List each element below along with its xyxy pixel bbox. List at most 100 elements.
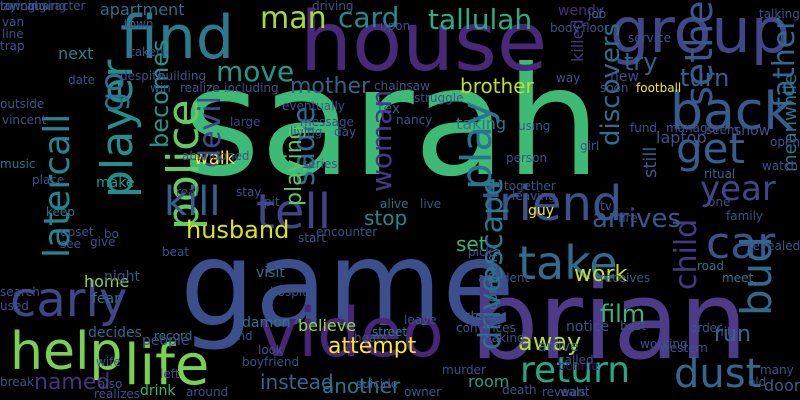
word-working: working <box>640 337 688 351</box>
word-together: together <box>504 179 556 193</box>
word-fire: fire <box>618 211 638 225</box>
word-mother: mother <box>290 74 371 99</box>
word-win: win <box>150 81 171 95</box>
word-notice: notice <box>566 319 610 335</box>
word-search: search <box>0 285 40 299</box>
word-tell: tell <box>256 184 332 240</box>
word-return: return <box>520 350 631 391</box>
word-brian: brian <box>470 259 748 384</box>
word-watch: watch <box>762 159 799 173</box>
word-see: see <box>60 237 82 251</box>
word-fund: fund <box>630 121 658 135</box>
word-game: game <box>180 215 515 353</box>
word-run: run <box>714 322 751 347</box>
word-best: best <box>620 319 646 333</box>
word-causing: causing <box>20 0 67 13</box>
word-large: large <box>230 115 261 129</box>
word-tallulah: tallulah <box>428 3 533 36</box>
word-wendy: wendy <box>558 3 605 19</box>
word-attempt: attempt <box>328 334 417 359</box>
word-carly: carly <box>10 272 128 328</box>
word-eventually: eventually <box>282 99 345 113</box>
word-back: back <box>670 82 794 142</box>
word-struggle: struggle <box>414 91 464 105</box>
word-believe: believe <box>298 316 357 335</box>
word-van: van <box>2 15 25 29</box>
word-series: series <box>302 157 338 171</box>
word-order: order <box>690 321 722 335</box>
word-group: group <box>610 0 791 67</box>
word-tv: tv <box>600 199 612 213</box>
word-bo: bo <box>104 227 119 241</box>
word-real: real <box>176 185 199 199</box>
word-walk: walk <box>194 148 236 169</box>
word-make: make <box>96 175 135 191</box>
word-husband: husband <box>186 216 290 244</box>
word-card: card <box>338 1 400 34</box>
word-take: take <box>518 236 618 290</box>
word-meanwhile: meanwhile <box>780 73 800 172</box>
word-chase: chase <box>464 309 500 323</box>
word-also: also <box>98 377 123 391</box>
word-instead: instead <box>260 370 334 394</box>
word-taking: taking <box>456 114 507 133</box>
word-damon: damon <box>242 315 291 331</box>
word-leaving: leaving <box>512 189 556 203</box>
word-family: family <box>726 209 764 223</box>
word-receives: receives <box>600 271 651 285</box>
word-end: end <box>230 329 253 343</box>
word-way: way <box>556 71 581 85</box>
word-visit: visit <box>256 265 285 281</box>
word-upset: upset <box>60 225 94 239</box>
word-start: start <box>298 231 326 245</box>
word-used: used <box>0 299 29 313</box>
word-stop: stop <box>364 206 408 230</box>
word-trying: trying <box>0 0 36 13</box>
word-line: line <box>2 27 24 41</box>
word-abandoned: abandoned <box>182 149 250 163</box>
word-realizes: realizes <box>94 387 141 400</box>
word-leave: leave <box>404 313 437 327</box>
word-building: building <box>158 69 207 83</box>
word-pick: pick <box>468 245 493 259</box>
word-get: get <box>676 124 745 173</box>
word-break: break <box>0 375 34 389</box>
word-town: town <box>124 17 154 31</box>
word-girl: girl <box>580 139 600 153</box>
word-meet: meet <box>722 271 754 285</box>
word-floor: floor <box>582 21 610 35</box>
word-left: left <box>160 367 180 381</box>
word-look: look <box>258 343 283 357</box>
word-suicide: suicide <box>356 377 399 391</box>
word-old: old <box>748 375 767 389</box>
word-help: help <box>10 322 123 382</box>
word-arrives: arrives <box>592 204 682 234</box>
word-hospital: hospital <box>270 285 318 299</box>
word-home: home <box>84 272 130 291</box>
word-dust: dust <box>674 351 762 397</box>
word-making: making <box>480 331 525 345</box>
word-reveals: reveals <box>542 385 586 399</box>
word-hears: hears <box>354 331 388 345</box>
word-kill: kill <box>164 179 221 225</box>
word-tex: tex <box>378 101 401 117</box>
word-move: move <box>216 55 295 88</box>
word-pit: pit <box>264 195 280 209</box>
word-taken: taken <box>130 45 164 59</box>
word-chainsaw: chainsaw <box>374 79 430 93</box>
word-outside: outside <box>0 97 45 111</box>
word-encounter: encounter <box>316 225 378 239</box>
word-friend: friend <box>482 176 623 232</box>
word-still: still <box>640 146 661 178</box>
word-driving: driving <box>312 0 354 13</box>
word-despite: despite <box>120 69 165 83</box>
word-law: law <box>0 0 21 13</box>
word-apartment: apartment <box>100 0 185 19</box>
word-football: football <box>636 81 682 95</box>
word-vincent: vincent <box>2 113 47 127</box>
word-convinces: convinces <box>456 321 516 335</box>
word-boyfriend: boyfriend <box>242 355 300 369</box>
word-show: show <box>734 123 771 139</box>
word-room: room <box>468 372 510 391</box>
